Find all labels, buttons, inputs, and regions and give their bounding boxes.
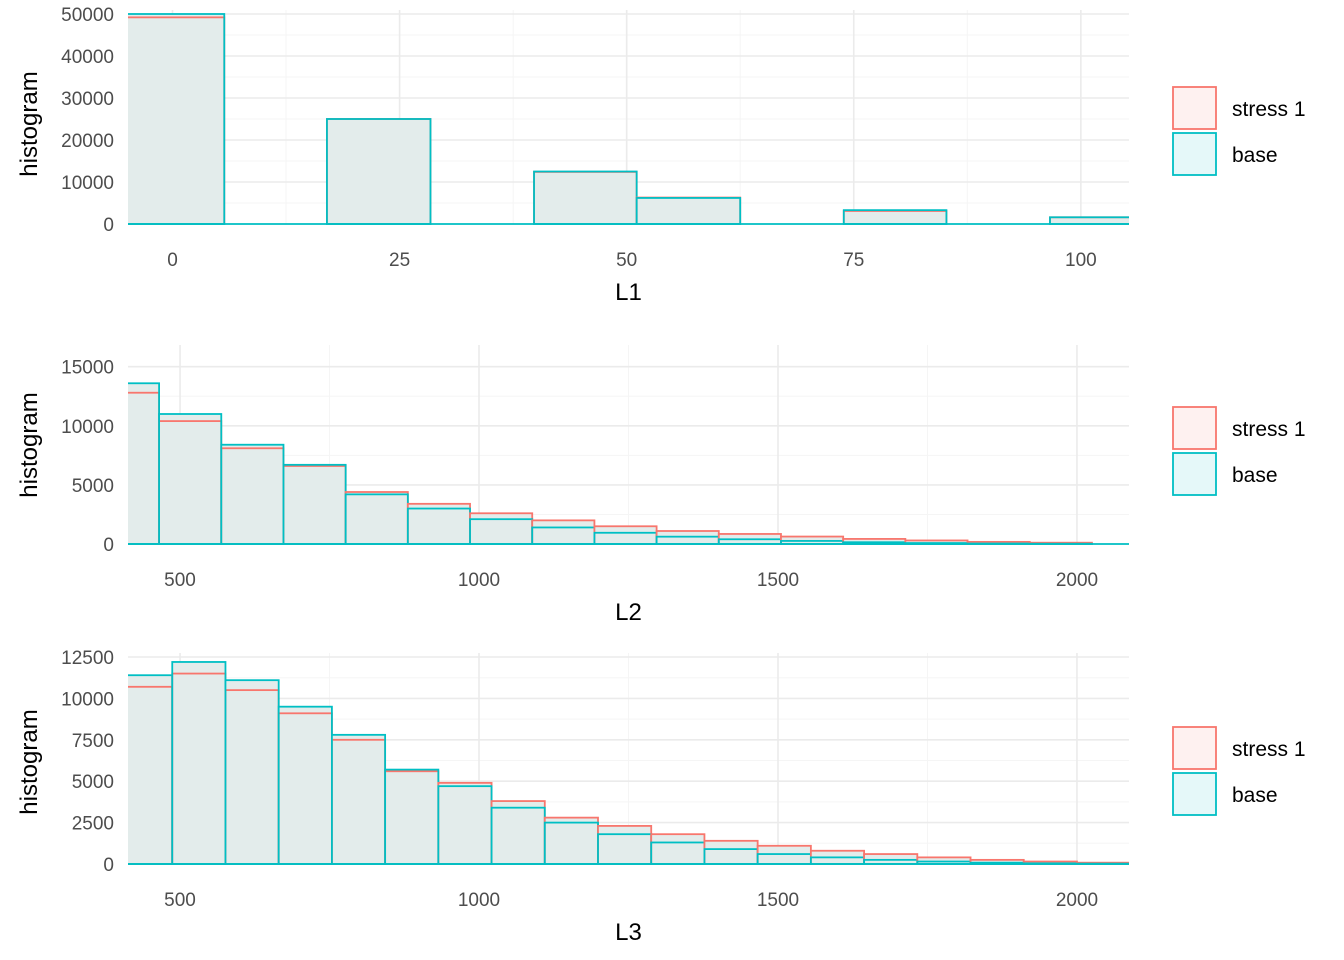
bar-fill	[128, 14, 225, 224]
bars	[128, 13, 1129, 225]
x-tick-label: 500	[164, 890, 196, 911]
bar-fill	[331, 734, 386, 864]
bars	[128, 382, 1093, 545]
x-tick-label: 50	[616, 250, 637, 271]
x-axis-title: L3	[615, 919, 642, 946]
bar-fill	[532, 520, 595, 544]
x-tick-label: 1000	[458, 890, 500, 911]
bars	[128, 661, 1129, 865]
x-tick-label: 2000	[1056, 890, 1098, 911]
bar-fill	[221, 444, 284, 544]
legend: stress 1 base	[1172, 406, 1306, 496]
x-axis-title: L1	[615, 279, 642, 306]
bar-fill	[283, 464, 346, 544]
legend-key-stress-1	[1172, 726, 1217, 770]
bar-fill	[470, 513, 533, 544]
y-tick-label: 10000	[61, 689, 114, 710]
bar-fill	[534, 171, 637, 224]
legend-key-stress-1	[1172, 406, 1217, 450]
histogram-panel-l2: 500 1000 1500 2000 0 5000 10000 15000 L2 histogra…	[16, 345, 1306, 626]
y-axis-title: histogram	[16, 71, 43, 176]
y-tick-label: 10000	[61, 417, 114, 438]
x-tick-label: 1500	[757, 890, 799, 911]
y-tick-label: 15000	[61, 358, 114, 379]
bar-fill	[407, 503, 471, 544]
bar-fill	[544, 817, 599, 864]
x-tick-label: 500	[164, 570, 196, 591]
bar-fill	[128, 675, 173, 864]
y-axis-title: histogram	[16, 709, 43, 814]
y-tick-label: 7500	[72, 731, 114, 752]
bar-fill	[438, 782, 492, 864]
bar-fill	[159, 414, 222, 544]
x-tick-label: 100	[1065, 250, 1097, 271]
bar-fill	[598, 825, 652, 864]
legend-label: base	[1232, 144, 1278, 167]
grid	[128, 10, 1129, 225]
legend-label: stress 1	[1232, 98, 1306, 121]
legend-key-stress-1	[1172, 86, 1217, 130]
bar-fill	[278, 706, 332, 864]
y-axis-title: histogram	[16, 392, 43, 497]
bar-fill	[651, 834, 705, 864]
x-axis-title: L2	[615, 599, 642, 626]
x-tick-label: 25	[389, 250, 410, 271]
legend-label: stress 1	[1232, 738, 1306, 761]
y-tick-label: 40000	[61, 47, 114, 68]
bar-fill	[1049, 217, 1129, 224]
x-tick-label: 1500	[757, 570, 799, 591]
bar-fill	[491, 801, 545, 864]
bar-fill	[326, 119, 431, 224]
y-tick-label: 0	[103, 215, 114, 236]
bar-fill	[594, 526, 657, 544]
bar-fill	[704, 840, 758, 864]
legend-key-base	[1172, 452, 1217, 496]
legend-key-base	[1172, 132, 1217, 176]
legend-key-base	[1172, 772, 1217, 816]
y-tick-label: 5000	[72, 476, 114, 497]
legend-label: base	[1232, 464, 1278, 487]
bar-fill	[128, 383, 160, 544]
y-tick-label: 5000	[72, 772, 114, 793]
bar-fill	[225, 680, 279, 864]
histogram-panel-l1: 0 25 50 75 100 0 10000 20000 30000 40000 50000 L1 hi…	[16, 5, 1306, 306]
histogram-panel-l3: 500 1000 1500 2000 0 2500 5000 7500 10000 12500 L3…	[16, 648, 1306, 946]
legend: stress 1 base	[1172, 726, 1306, 816]
legend-label: base	[1232, 784, 1278, 807]
x-tick-label: 75	[843, 250, 864, 271]
bar-fill	[345, 492, 408, 544]
y-tick-label: 20000	[61, 131, 114, 152]
bar-fill	[172, 661, 226, 864]
bar-fill	[843, 210, 947, 224]
y-tick-label: 0	[103, 855, 114, 876]
y-tick-label: 2500	[72, 814, 114, 835]
y-tick-label: 12500	[61, 648, 114, 669]
x-tick-label: 2000	[1056, 570, 1098, 591]
x-tick-label: 1000	[458, 570, 500, 591]
bar-fill	[636, 197, 741, 224]
bar-fill	[385, 769, 439, 864]
legend-label: stress 1	[1232, 418, 1306, 441]
y-tick-label: 0	[103, 535, 114, 556]
y-tick-label: 50000	[61, 5, 114, 26]
legend: stress 1 base	[1172, 86, 1306, 176]
x-tick-label: 0	[167, 250, 178, 271]
y-tick-label: 10000	[61, 173, 114, 194]
y-tick-label: 30000	[61, 89, 114, 110]
